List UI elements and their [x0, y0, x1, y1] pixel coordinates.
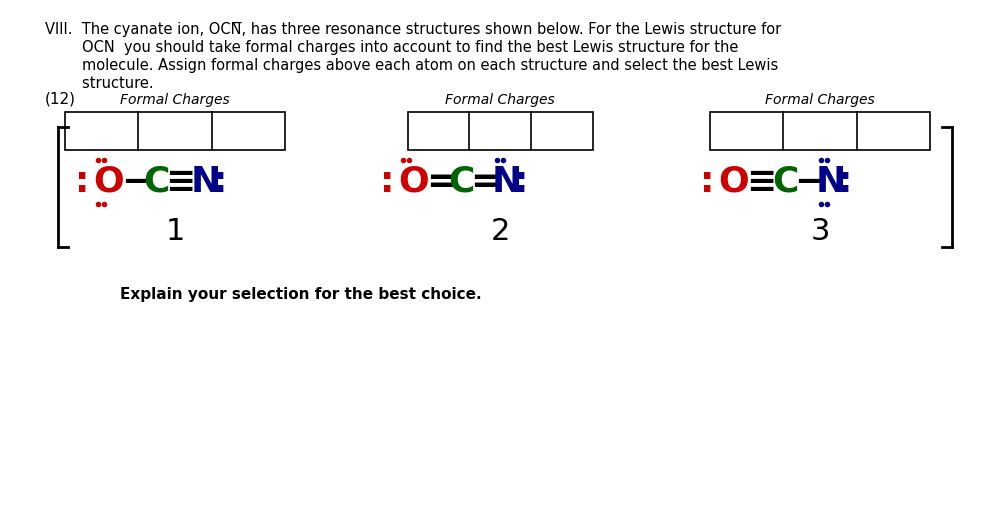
Text: =: = — [426, 165, 456, 199]
Text: Formal Charges: Formal Charges — [445, 93, 555, 107]
Text: N: N — [191, 165, 221, 199]
Bar — [710, 112, 930, 150]
Text: 2: 2 — [490, 218, 510, 246]
Text: =: = — [470, 165, 500, 199]
Text: structure.: structure. — [45, 76, 154, 91]
Text: N: N — [816, 165, 846, 199]
Text: −: − — [794, 165, 824, 199]
Text: VIII.  The cyanate ion, OCN̅, has three resonance structures shown below. For th: VIII. The cyanate ion, OCN̅, has three r… — [45, 22, 782, 37]
Bar — [408, 112, 592, 150]
Text: :: : — [380, 165, 395, 199]
Text: molecule. Assign formal charges above each atom on each structure and select the: molecule. Assign formal charges above ea… — [45, 58, 779, 73]
Text: :: : — [75, 165, 89, 199]
Bar — [65, 112, 285, 150]
Text: −: − — [121, 165, 151, 199]
Text: :: : — [838, 165, 852, 199]
Text: Explain your selection for the best choice.: Explain your selection for the best choi… — [120, 287, 482, 302]
Text: O: O — [398, 165, 429, 199]
Text: OCN  you should take formal charges into account to find the best Lewis structur: OCN you should take formal charges into … — [45, 40, 738, 55]
Text: :: : — [514, 165, 529, 199]
Text: ≡: ≡ — [746, 165, 777, 199]
Text: C: C — [143, 165, 170, 199]
Text: (12): (12) — [45, 92, 76, 107]
Text: 3: 3 — [810, 218, 829, 246]
Text: C: C — [772, 165, 799, 199]
Text: N: N — [492, 165, 523, 199]
Text: 1: 1 — [166, 218, 185, 246]
Text: C: C — [448, 165, 474, 199]
Text: O: O — [718, 165, 749, 199]
Text: Formal Charges: Formal Charges — [765, 93, 875, 107]
Text: :: : — [700, 165, 714, 199]
Text: O: O — [93, 165, 124, 199]
Text: ≡: ≡ — [165, 165, 195, 199]
Text: :: : — [213, 165, 227, 199]
Text: Formal Charges: Formal Charges — [120, 93, 230, 107]
